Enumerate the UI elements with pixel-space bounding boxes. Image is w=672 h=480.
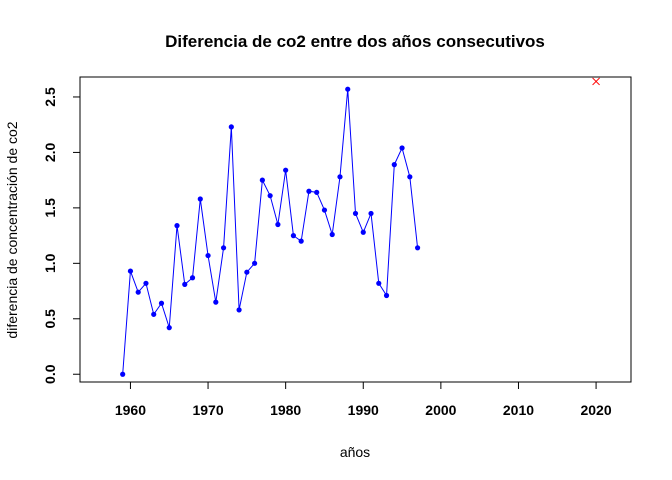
- x-tick-label: 2020: [580, 402, 611, 418]
- data-point: [151, 311, 157, 317]
- data-point: [259, 177, 265, 183]
- data-point: [352, 210, 359, 217]
- data-point: [228, 124, 234, 130]
- data-point: [120, 371, 126, 377]
- data-point: [321, 207, 328, 213]
- series-line: [122, 89, 419, 375]
- series-points: [120, 86, 421, 377]
- data-point: [275, 221, 281, 228]
- x-tick-label: 1970: [192, 402, 223, 418]
- data-point: [314, 189, 320, 195]
- y-axis-label: diferencia de concentración de co2: [4, 121, 20, 338]
- data-point: [127, 268, 134, 274]
- y-tick-label: 2.5: [42, 87, 58, 107]
- y-tick-label: 0.0: [42, 364, 58, 384]
- data-point: [174, 223, 180, 229]
- x-tick-label: 1960: [115, 402, 146, 418]
- y-tick-label: 1.0: [42, 253, 58, 273]
- data-point: [220, 245, 227, 251]
- x-axis: 1960 1970 1980 1990 2000 2010 2020: [115, 381, 612, 418]
- plot-box: [79, 76, 632, 383]
- data-point: [399, 145, 405, 151]
- data-point: [337, 174, 343, 180]
- y-tick-label: 0.5: [42, 309, 58, 329]
- data-point: [205, 252, 211, 259]
- x-tick-label: 2000: [425, 402, 456, 418]
- data-point: [244, 269, 250, 275]
- x-marker-point: [592, 77, 600, 86]
- data-point: [368, 210, 374, 217]
- data-point: [182, 281, 188, 287]
- data-point: [166, 325, 172, 331]
- data-point: [189, 275, 196, 281]
- x-tick-label: 2010: [503, 402, 534, 418]
- data-point: [252, 260, 258, 266]
- data-point: [391, 162, 397, 168]
- data-point: [414, 245, 421, 251]
- data-point: [383, 292, 390, 299]
- data-point: [329, 231, 335, 238]
- data-point: [290, 233, 297, 239]
- chart-title: Diferencia de co2 entre dos años consecu…: [165, 32, 545, 51]
- x-tick-label: 1990: [348, 402, 379, 418]
- data-point: [345, 86, 351, 92]
- extra-points: [592, 77, 600, 86]
- y-axis: 0.0 0.5 1.0 1.5 2.0 2.5: [42, 87, 81, 384]
- x-tick-label: 1980: [270, 402, 301, 418]
- data-point: [360, 229, 366, 235]
- data-point: [197, 196, 203, 202]
- data-point: [376, 280, 382, 286]
- y-tick-label: 1.5: [42, 198, 58, 218]
- data-point: [135, 289, 141, 295]
- data-point: [407, 174, 413, 180]
- data-point: [236, 307, 242, 313]
- data-point: [158, 300, 165, 306]
- data-point: [143, 280, 149, 286]
- data-point: [213, 299, 219, 305]
- data-point: [267, 193, 273, 199]
- data-point: [283, 167, 289, 173]
- x-axis-label: años: [340, 444, 370, 460]
- y-tick-label: 2.0: [42, 142, 58, 162]
- data-point: [306, 188, 312, 194]
- data-point: [298, 238, 304, 244]
